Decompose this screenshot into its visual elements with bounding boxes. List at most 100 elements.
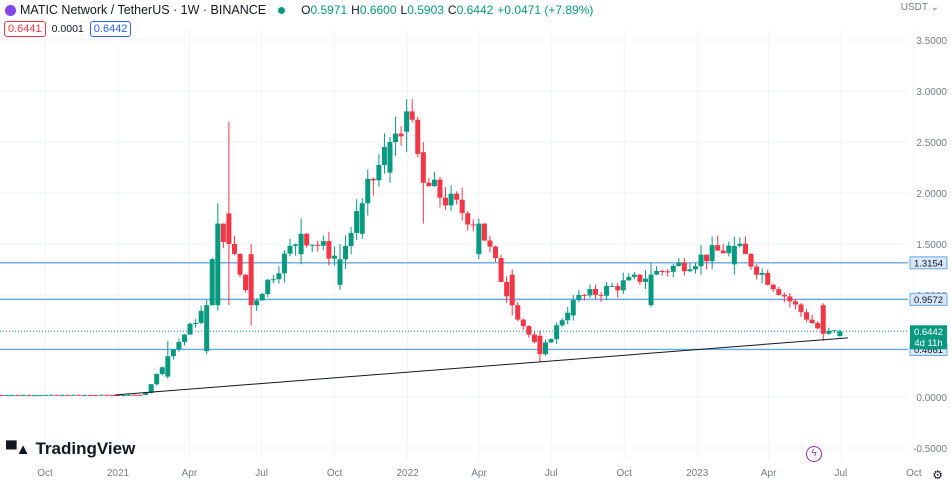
candle-body — [476, 223, 482, 255]
candle-body — [126, 394, 132, 396]
candle-body — [381, 146, 387, 165]
candle-body — [254, 300, 260, 306]
candle-body — [170, 349, 176, 357]
candle-body — [837, 331, 843, 337]
candle-body — [193, 322, 199, 324]
horizontal-level-lines[interactable] — [0, 262, 908, 351]
candle-body — [393, 133, 399, 142]
candle-body — [659, 270, 665, 272]
candle-body — [387, 142, 393, 173]
candle-body — [648, 274, 654, 306]
x-tick-label: Apr — [182, 468, 198, 479]
price-axis[interactable]: 3.50003.00002.50002.00001.50001.00000.50… — [913, 36, 947, 455]
candle-body — [370, 178, 376, 181]
candle-body — [154, 373, 160, 385]
candle-body — [598, 294, 604, 296]
x-tick-label: Oct — [37, 468, 53, 479]
settings-gear-icon[interactable]: ⚙ — [932, 468, 943, 482]
candle-body — [731, 246, 737, 265]
x-tick-label: 2021 — [107, 468, 130, 479]
candle-body — [287, 245, 293, 254]
tradingview-logo[interactable]: ▀▲ TradingView — [6, 439, 135, 459]
candle-body — [637, 274, 643, 282]
candle-body — [15, 394, 21, 396]
candle-body — [459, 199, 465, 214]
buy-button[interactable]: 0.6442 — [89, 21, 132, 37]
currency-text: USDT — [900, 2, 928, 13]
candle-body — [198, 310, 204, 323]
candle-body — [820, 305, 826, 334]
candle-body — [665, 271, 671, 273]
candle-body — [204, 305, 210, 352]
x-tick-label: Jul — [545, 468, 558, 479]
candle-body — [293, 244, 299, 246]
candle-body — [543, 342, 549, 355]
market-status-icon[interactable] — [278, 6, 286, 14]
candle-body — [32, 395, 38, 397]
candle-body — [265, 279, 271, 295]
candle-body — [676, 262, 682, 266]
candle-body — [631, 274, 637, 277]
symbol-title[interactable]: MATIC Network / TetherUS · 1W · BINANCE — [20, 3, 267, 17]
candle-body — [148, 384, 154, 393]
candle-body — [454, 193, 460, 200]
candle-body — [798, 304, 804, 313]
candle-body — [426, 182, 432, 187]
candle-body — [365, 178, 371, 204]
candle-body — [493, 246, 499, 259]
candle-body — [481, 223, 487, 241]
candle-body — [20, 394, 26, 396]
candle-body — [337, 259, 343, 285]
candle-body — [670, 265, 676, 272]
candle-body — [548, 339, 554, 343]
x-tick-label: Jul — [255, 468, 268, 479]
candle-body — [770, 284, 776, 290]
level-price-tag — [909, 256, 948, 270]
candle-countdown-label: 4d 11h — [914, 338, 942, 349]
candle-body — [776, 289, 782, 295]
candle-body — [626, 276, 632, 281]
candle-body — [0, 395, 4, 397]
candle-body — [593, 288, 598, 295]
candle-body — [692, 266, 698, 270]
candle-body — [520, 319, 526, 327]
time-axis[interactable]: Oct 2021 Apr Jul Oct 2022 Apr Jul Oct 2023 Apr Jul O… — [37, 468, 922, 479]
ascending-trend-line[interactable] — [114, 337, 849, 396]
candle-body — [209, 259, 215, 306]
currency-label[interactable]: USDT ⌄ — [900, 2, 939, 13]
close-label: C — [447, 3, 457, 17]
trend-line[interactable] — [114, 337, 849, 396]
candle-body — [82, 394, 87, 396]
symbol-legend[interactable]: MATIC Network / TetherUS · 1W · BINANCE … — [0, 0, 593, 20]
y-tick-label: 2.0000 — [916, 189, 947, 200]
sell-button[interactable]: 0.6441 — [4, 21, 46, 37]
candle-body — [737, 243, 743, 247]
candle-body — [243, 274, 249, 291]
candle-body — [448, 193, 454, 206]
candle-body — [742, 243, 748, 254]
candle-body — [93, 394, 99, 396]
lightning-icon[interactable]: ϟ — [806, 446, 822, 462]
candle-body — [720, 250, 726, 254]
candle-body — [54, 394, 60, 396]
candle-body — [515, 305, 521, 320]
candle-body — [231, 244, 237, 254]
level-price-label: 0.4661 — [914, 345, 943, 356]
candle-body — [109, 394, 115, 396]
candle-body — [298, 233, 304, 255]
open-label: O — [301, 3, 311, 17]
level-price-label: 0.9572 — [914, 295, 943, 306]
candle-body — [87, 394, 93, 396]
y-tick-label: 2.5000 — [916, 138, 947, 149]
candle-body — [443, 197, 449, 206]
candle-body — [137, 394, 143, 396]
candle-body — [165, 356, 171, 377]
candle-body — [698, 254, 704, 267]
candle-body — [120, 395, 126, 397]
candle-body — [237, 253, 243, 275]
candle-body — [98, 394, 104, 396]
candle-body — [537, 335, 543, 355]
matic-logo-icon — [5, 4, 16, 16]
